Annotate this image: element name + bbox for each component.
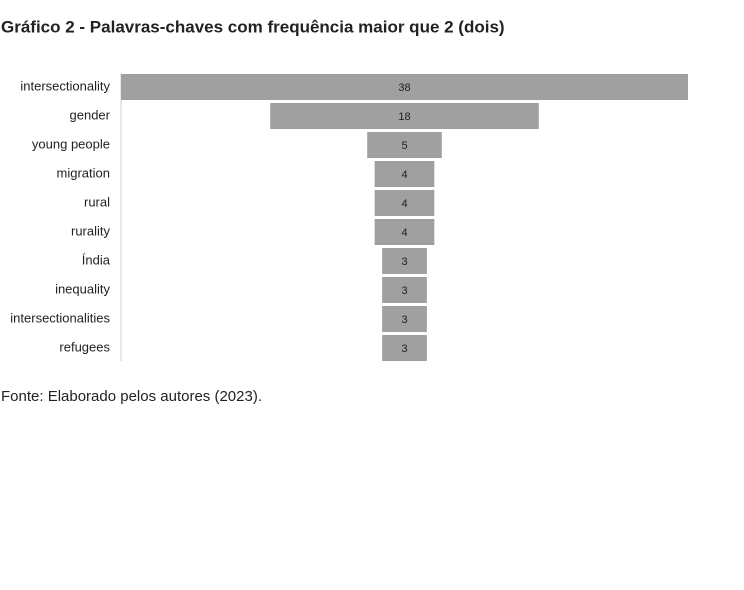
bar (270, 103, 539, 129)
category-label: intersectionalities (10, 310, 110, 325)
category-label: intersectionality (20, 78, 110, 93)
bar (374, 219, 435, 245)
category-label: inequality (55, 281, 110, 296)
value-label: 18 (398, 111, 410, 123)
source-note: Fonte: Elaborado pelos autores (2023). (1, 388, 262, 405)
chart-title: Gráfico 2 - Palavras-chaves com frequênc… (1, 17, 505, 36)
bar (367, 132, 442, 158)
category-label: refugees (59, 339, 110, 354)
value-label: 5 (401, 140, 407, 152)
bar (382, 277, 427, 303)
value-label: 3 (401, 256, 407, 268)
value-label: 3 (401, 285, 407, 297)
value-label: 3 (401, 343, 407, 355)
bar (382, 306, 427, 332)
bar (374, 190, 435, 216)
category-label: rural (84, 194, 110, 209)
value-label: 3 (401, 314, 407, 326)
value-label: 4 (401, 227, 407, 239)
category-label: gender (70, 107, 111, 122)
bar (382, 335, 427, 361)
value-label: 38 (398, 82, 410, 94)
category-label: young people (32, 136, 110, 151)
category-label: migration (57, 165, 110, 180)
bar (121, 74, 688, 100)
value-label: 4 (401, 198, 407, 210)
bar (374, 161, 435, 187)
value-label: 4 (401, 169, 407, 181)
bar (382, 248, 427, 274)
category-label: rurality (71, 223, 111, 238)
category-label: Índia (82, 252, 111, 267)
